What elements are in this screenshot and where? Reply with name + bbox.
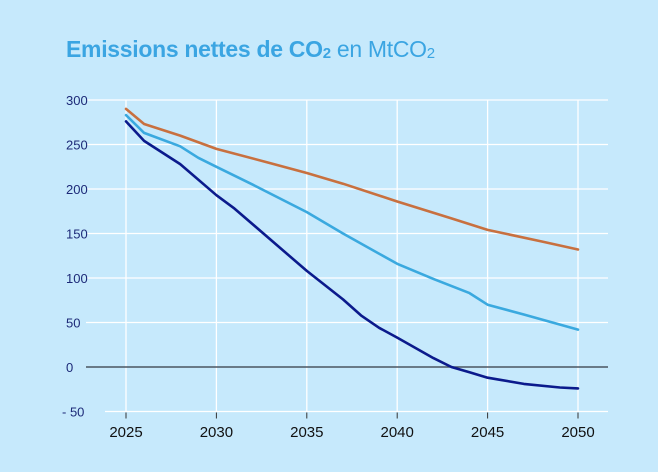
y-tick-label: 50: [66, 316, 80, 331]
y-tick-label: - 50: [62, 405, 84, 420]
x-tick-label: 2035: [290, 424, 323, 441]
x-tick-label: 2030: [200, 424, 233, 441]
y-tick-label: 300: [66, 93, 88, 108]
chart-title: Emissions nettes de CO2 en MtCO2: [66, 36, 435, 62]
series-line-2: [124, 113, 580, 331]
x-tick-label: 2040: [381, 424, 414, 441]
y-tick-label: 150: [66, 227, 88, 242]
y-tick-label: 0: [66, 360, 73, 375]
series-line-1: [124, 107, 580, 251]
x-tick-label: 2045: [471, 424, 504, 441]
x-tick-label: 2025: [109, 424, 142, 441]
y-tick-label: 100: [66, 271, 88, 286]
y-tick-label: 200: [66, 182, 88, 197]
y-tick-label: 250: [66, 138, 88, 153]
x-tick-label: 2050: [561, 424, 594, 441]
series-line-3: [124, 120, 580, 390]
